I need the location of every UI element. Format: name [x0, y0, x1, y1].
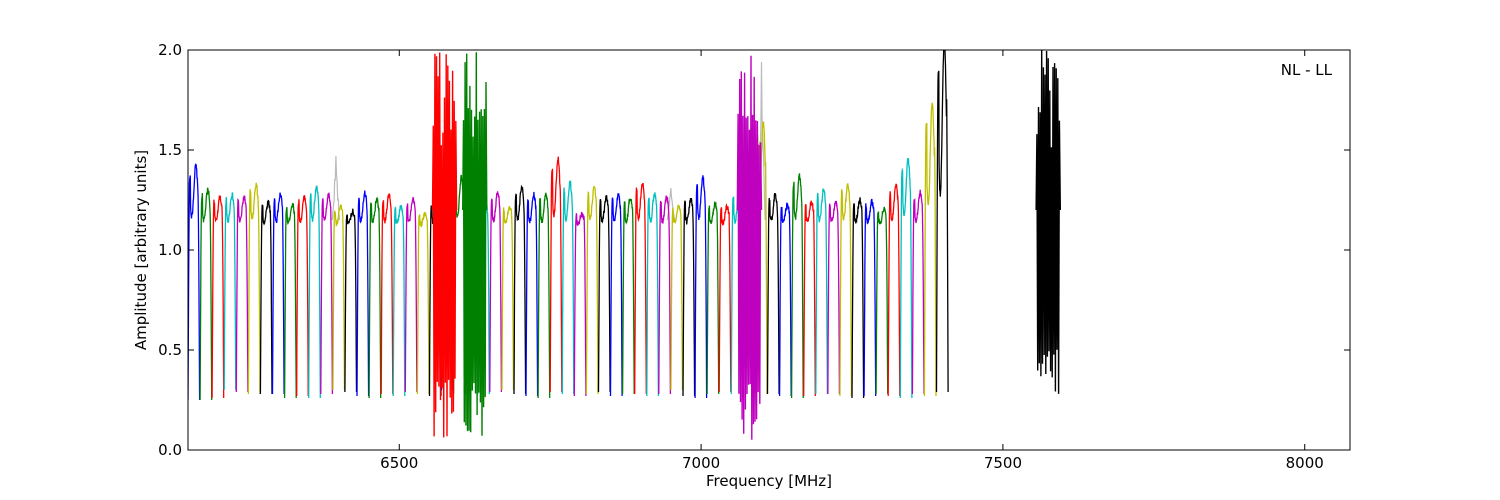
x-tick-label-0: 6500	[380, 454, 418, 472]
band-segment-42	[694, 175, 708, 399]
band-segment-0	[188, 162, 201, 401]
band-segment-15	[368, 196, 382, 399]
x-tick-label-3: 8000	[1286, 454, 1324, 472]
band-segment-37	[634, 182, 647, 395]
band-segment-28	[525, 191, 539, 397]
band-segment-17	[392, 205, 406, 397]
band-segment-61	[923, 102, 937, 397]
band-segment-18	[404, 197, 418, 393]
band-segment-58	[887, 183, 901, 397]
band-segment-16	[380, 192, 394, 395]
band-segment-52	[815, 188, 829, 395]
band-segment-34	[597, 195, 611, 393]
rfi-spike-2	[736, 55, 763, 440]
band-segment-27	[513, 184, 527, 395]
band-segment-56	[863, 198, 877, 397]
band-segment-35	[609, 193, 623, 397]
y-tick-label-1: 0.5	[158, 341, 182, 359]
band-segment-14	[356, 190, 370, 397]
rfi-spike-1	[462, 52, 488, 436]
band-segment-41	[682, 197, 696, 397]
band-segment-54	[839, 183, 853, 397]
band-segment-40	[670, 204, 684, 391]
background-series-peak-0	[331, 155, 341, 221]
band-segment-31	[561, 180, 575, 395]
band-segment-19	[416, 211, 430, 395]
band-segment-5	[247, 182, 261, 395]
band-segment-55	[851, 197, 865, 399]
band-segment-51	[803, 200, 816, 397]
band-segment-25	[489, 191, 503, 393]
x-tick-label-2: 7500	[984, 454, 1022, 472]
band-segment-13	[344, 208, 358, 393]
y-tick-label-0: 0.0	[158, 441, 182, 459]
band-segment-12	[332, 204, 346, 391]
band-segment-11	[320, 192, 334, 395]
rfi-spike-3	[1035, 50, 1062, 394]
band-segment-50	[790, 173, 804, 399]
band-segment-3	[223, 192, 237, 391]
band-segment-32	[573, 211, 587, 397]
band-segment-53	[827, 200, 841, 395]
band-segment-10	[308, 185, 321, 399]
y-tick-label-2: 1.0	[158, 241, 182, 259]
band-segment-49	[778, 202, 792, 397]
x-axis-label: Frequency [MHz]	[706, 472, 832, 490]
band-segment-7	[271, 192, 285, 395]
y-tick-label-3: 1.5	[158, 141, 182, 159]
band-segment-57	[875, 206, 889, 395]
band-segment-44	[718, 203, 732, 393]
band-segment-33	[585, 185, 599, 395]
band-segment-8	[283, 202, 297, 399]
plot-annotation: NL - LL	[1281, 61, 1333, 79]
band-segment-36	[621, 198, 635, 395]
band-segment-2	[211, 195, 225, 399]
x-tick-label-1: 7000	[682, 454, 720, 472]
band-segment-6	[259, 199, 273, 395]
band-segment-62	[935, 50, 949, 393]
band-segment-48	[766, 193, 780, 395]
y-tick-label-4: 2.0	[158, 41, 182, 59]
rfi-spike-0	[431, 52, 458, 438]
band-segment-38	[646, 192, 660, 397]
band-segment-26	[501, 206, 515, 391]
plot-series	[188, 50, 1062, 440]
band-segment-9	[296, 195, 309, 397]
axis-ticks: 6500 7000 7500 8000 0.0 0.5 1.0 1.5 2.0	[158, 41, 1350, 472]
band-segment-4	[235, 195, 249, 393]
y-axis-label: Amplitude [arbitrary units]	[132, 150, 150, 350]
band-segment-30	[549, 156, 563, 393]
band-segment-60	[911, 189, 925, 395]
band-segment-1	[199, 187, 213, 401]
band-segment-43	[706, 201, 720, 395]
band-segment-39	[658, 195, 672, 395]
band-segment-29	[537, 192, 551, 399]
band-segment-59	[899, 158, 913, 399]
